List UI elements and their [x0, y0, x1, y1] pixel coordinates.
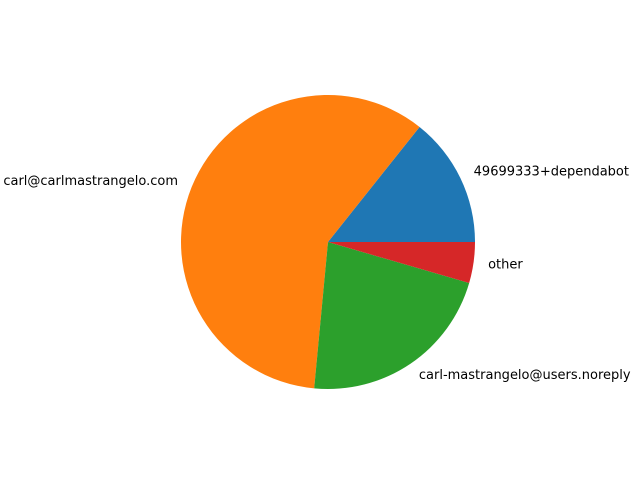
pie-slice-3: [328, 242, 475, 284]
pie-slice-2: [314, 242, 470, 390]
pie-label-0: 49699333+dependabot: [474, 164, 629, 179]
pie-label-2: carl-mastrangelo@users.noreply: [419, 368, 631, 383]
pie-slices: [181, 95, 475, 390]
pie-slice-0: [328, 126, 475, 242]
pie-slice-1: [181, 95, 420, 389]
pie-label-3: other: [488, 257, 523, 272]
pie-label-1: carl@carlmastrangelo.com: [3, 174, 178, 189]
pie-labels: 49699333+dependabot carl@carlmastrangelo.…: [3, 164, 631, 383]
